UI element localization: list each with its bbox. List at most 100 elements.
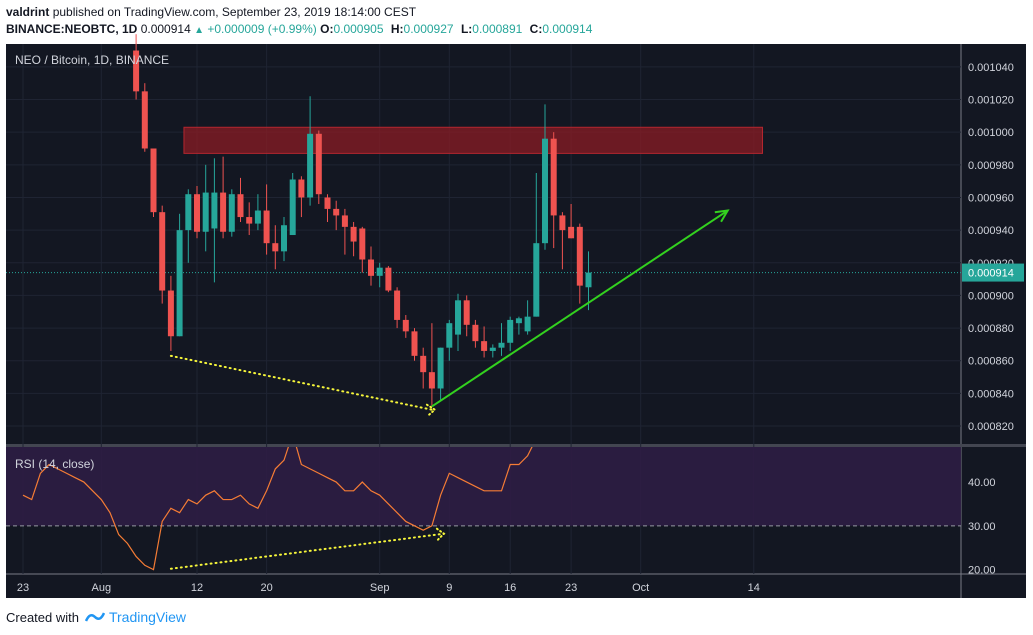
tradingview-logo-icon xyxy=(84,612,105,622)
price-tick-label: 0.000880 xyxy=(968,323,1014,335)
candle xyxy=(507,316,514,351)
candle xyxy=(524,300,531,335)
price-tick-label: 0.001040 xyxy=(968,62,1014,74)
candle-body xyxy=(498,342,505,348)
candle xyxy=(307,96,314,206)
close-label: C: xyxy=(529,22,543,36)
candle xyxy=(254,194,261,231)
candle-body xyxy=(542,138,548,244)
candle xyxy=(220,156,227,239)
created-with-label: Created with xyxy=(6,609,79,625)
candle-body xyxy=(254,210,261,224)
rsi-band xyxy=(6,447,961,526)
rsi-divergence-arrowhead xyxy=(435,527,446,541)
candle xyxy=(298,176,305,218)
candle xyxy=(385,266,392,293)
candle xyxy=(176,213,183,337)
candle-body xyxy=(141,91,148,149)
rsi-tick-label: 20.00 xyxy=(968,565,996,577)
candle-body xyxy=(359,228,366,260)
candle-body xyxy=(246,217,253,224)
price-tick-label: 0.000980 xyxy=(968,160,1014,172)
candle-body xyxy=(568,226,575,239)
candle xyxy=(289,172,296,236)
candle-body xyxy=(385,267,392,291)
candle xyxy=(402,315,409,338)
candle xyxy=(185,189,192,263)
candle xyxy=(167,275,174,351)
candle-body xyxy=(576,226,583,286)
candle xyxy=(437,347,444,402)
trend-arrow-head xyxy=(714,209,730,223)
candle-body xyxy=(167,290,174,337)
resistance-zone xyxy=(183,126,763,154)
time-tick-label: 14 xyxy=(748,582,760,594)
candle-body xyxy=(533,243,540,317)
rsi-divergence-line xyxy=(169,532,445,570)
rsi-title: RSI (14, close) xyxy=(15,457,94,471)
candle-body xyxy=(489,347,496,351)
price-tick-label: 0.001020 xyxy=(968,95,1014,107)
candle-body xyxy=(446,323,453,348)
candle xyxy=(455,293,461,351)
up-arrow-icon: ▲ xyxy=(194,25,204,36)
candle-body xyxy=(585,272,592,288)
candle xyxy=(568,204,575,239)
candle-body xyxy=(202,192,209,232)
candle-body xyxy=(272,243,279,252)
candle xyxy=(263,184,270,255)
candle-body xyxy=(455,300,461,335)
last-price-badge-label: 0.000914 xyxy=(968,268,1014,280)
open-label: O: xyxy=(320,22,334,36)
rsi-tick-label: 40.00 xyxy=(968,477,996,489)
candle-body xyxy=(428,372,435,389)
time-tick-label: Aug xyxy=(92,582,112,594)
candle-body xyxy=(394,290,401,320)
low-label: L: xyxy=(460,22,473,36)
candle-body xyxy=(228,194,235,232)
price-tick-label: 0.000940 xyxy=(968,225,1014,237)
candle-body xyxy=(133,50,140,92)
candle xyxy=(585,251,592,311)
author-name[interactable]: valdrint xyxy=(6,5,50,19)
footer: Created with TradingView xyxy=(6,609,186,625)
candle-body xyxy=(524,316,531,332)
candle-body xyxy=(481,341,488,351)
candle xyxy=(376,262,383,288)
last-price-badge xyxy=(962,263,1024,282)
candle xyxy=(576,223,583,304)
trend-arrow-line xyxy=(431,209,729,408)
candle-body xyxy=(368,259,374,276)
candle xyxy=(542,104,548,250)
candle-body xyxy=(507,319,514,343)
candle xyxy=(489,344,496,358)
rsi-line xyxy=(22,447,533,571)
close-value: 0.000914 xyxy=(542,22,593,36)
candle xyxy=(341,208,348,255)
candle xyxy=(446,319,453,361)
candle-body xyxy=(402,319,409,332)
candle-body xyxy=(463,300,470,325)
candle xyxy=(359,226,366,273)
low-value: 0.000891 xyxy=(472,22,523,36)
candle-body xyxy=(515,318,522,324)
candle-body xyxy=(150,148,157,213)
brand-label[interactable]: TradingView xyxy=(108,609,187,625)
time-tick-label: 23 xyxy=(565,582,577,594)
candle-body xyxy=(559,215,566,231)
candle-body xyxy=(281,225,287,252)
price-divergence-line xyxy=(169,354,433,411)
candle xyxy=(350,221,357,257)
candle-body xyxy=(211,192,218,229)
candle xyxy=(141,83,148,152)
candle-body xyxy=(194,194,200,232)
candle-body xyxy=(289,179,296,236)
candle-body xyxy=(220,192,227,232)
candle xyxy=(315,130,322,204)
candle xyxy=(533,172,540,317)
candle-body xyxy=(237,194,244,218)
price-tick-label: 0.000960 xyxy=(968,192,1014,204)
candle-body xyxy=(550,138,557,216)
candle xyxy=(324,194,331,222)
